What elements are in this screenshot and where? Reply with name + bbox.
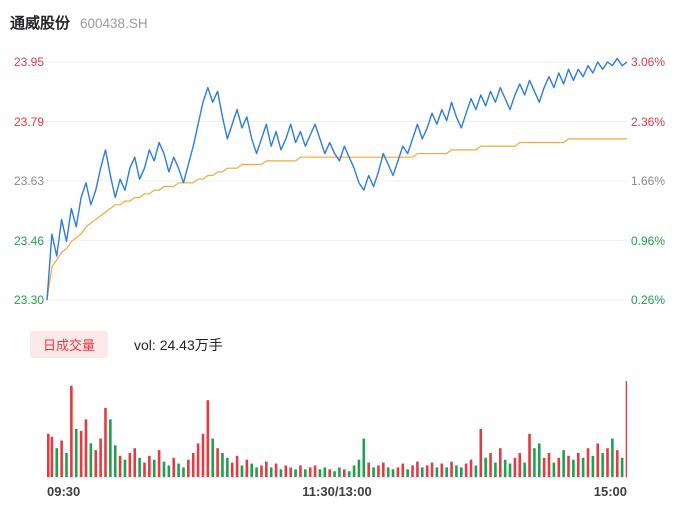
percent-axis-label: 2.36%: [631, 114, 666, 129]
stock-name: 通威股份: [10, 15, 71, 32]
percent-axis-label: 1.66%: [631, 174, 666, 188]
stock-code: 600438.SH: [80, 16, 148, 31]
percent-axis-label: 0.26%: [631, 293, 666, 307]
volume-chart[interactable]: [47, 375, 627, 478]
time-axis-label: 11:30/13:00: [302, 484, 372, 499]
percent-axis-label: 3.06%: [631, 55, 666, 69]
header: 通威股份 600438.SH: [10, 12, 148, 33]
volume-header: 日成交量 vol: 24.43万手: [30, 331, 223, 358]
price-axis-label: 23.46: [13, 233, 44, 248]
price-axis: 23.95 23.79 23.63 23.46 23.30: [6, 55, 44, 307]
percent-axis: 3.06% 2.36% 1.66% 0.96% 0.26%: [631, 55, 681, 307]
price-axis-label: 23.30: [13, 293, 44, 307]
time-axis-label: 09:30: [47, 484, 81, 499]
time-axis-label: 15:00: [593, 484, 627, 499]
price-axis-label: 23.79: [13, 114, 44, 129]
time-axis: 09:30 11:30/13:00 15:00: [47, 484, 627, 499]
price-chart[interactable]: [46, 57, 628, 301]
percent-axis-label: 0.96%: [631, 233, 666, 248]
volume-tab[interactable]: 日成交量: [30, 331, 109, 358]
price-axis-label: 23.63: [13, 174, 44, 188]
price-axis-label: 23.95: [13, 55, 44, 69]
volume-value: vol: 24.43万手: [134, 336, 223, 353]
